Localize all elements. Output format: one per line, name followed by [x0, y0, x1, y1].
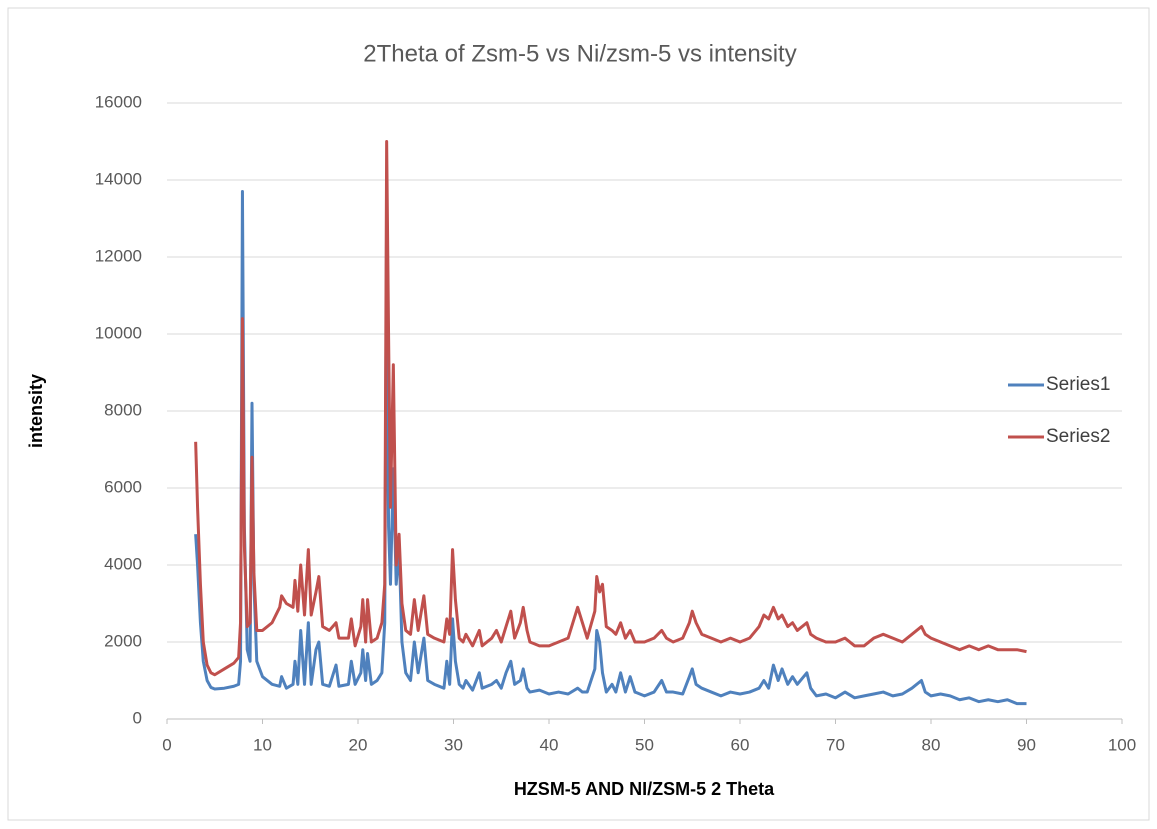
- x-tick-label: 10: [253, 735, 272, 754]
- chart-border: [7, 7, 1150, 821]
- x-tick-label: 70: [826, 735, 845, 754]
- x-tick-label: 30: [444, 735, 463, 754]
- x-tick-label: 100: [1108, 735, 1136, 754]
- x-axis-label: HZSM-5 AND NI/ZSM-5 2 Theta: [514, 779, 775, 799]
- x-tick-label: 60: [731, 735, 750, 754]
- legend-label: Series2: [1046, 426, 1110, 447]
- x-tick-label: 50: [635, 735, 654, 754]
- y-tick-label: 16000: [95, 92, 142, 111]
- series-line: [194, 140, 1027, 677]
- y-tick-label: 4000: [104, 554, 142, 573]
- y-axis-label: intensity: [26, 374, 46, 448]
- y-tick-label: 8000: [104, 400, 142, 419]
- chart-title: 2Theta of Zsm-5 vs Ni/zsm-5 vs intensity: [363, 40, 796, 67]
- y-tick-label: 0: [133, 708, 142, 727]
- x-tick-label: 20: [349, 735, 368, 754]
- series-line: [194, 190, 1027, 706]
- y-tick-label: 14000: [95, 169, 142, 188]
- x-tick-label: 80: [922, 735, 941, 754]
- y-tick-label: 6000: [104, 477, 142, 496]
- y-tick-label: 10000: [95, 323, 142, 342]
- x-tick-label: 90: [1017, 735, 1036, 754]
- x-tick-label: 40: [540, 735, 559, 754]
- legend-label: Series1: [1046, 374, 1110, 395]
- y-tick-label: 2000: [104, 631, 142, 650]
- y-tick-label: 12000: [95, 246, 142, 265]
- x-tick-label: 0: [162, 735, 171, 754]
